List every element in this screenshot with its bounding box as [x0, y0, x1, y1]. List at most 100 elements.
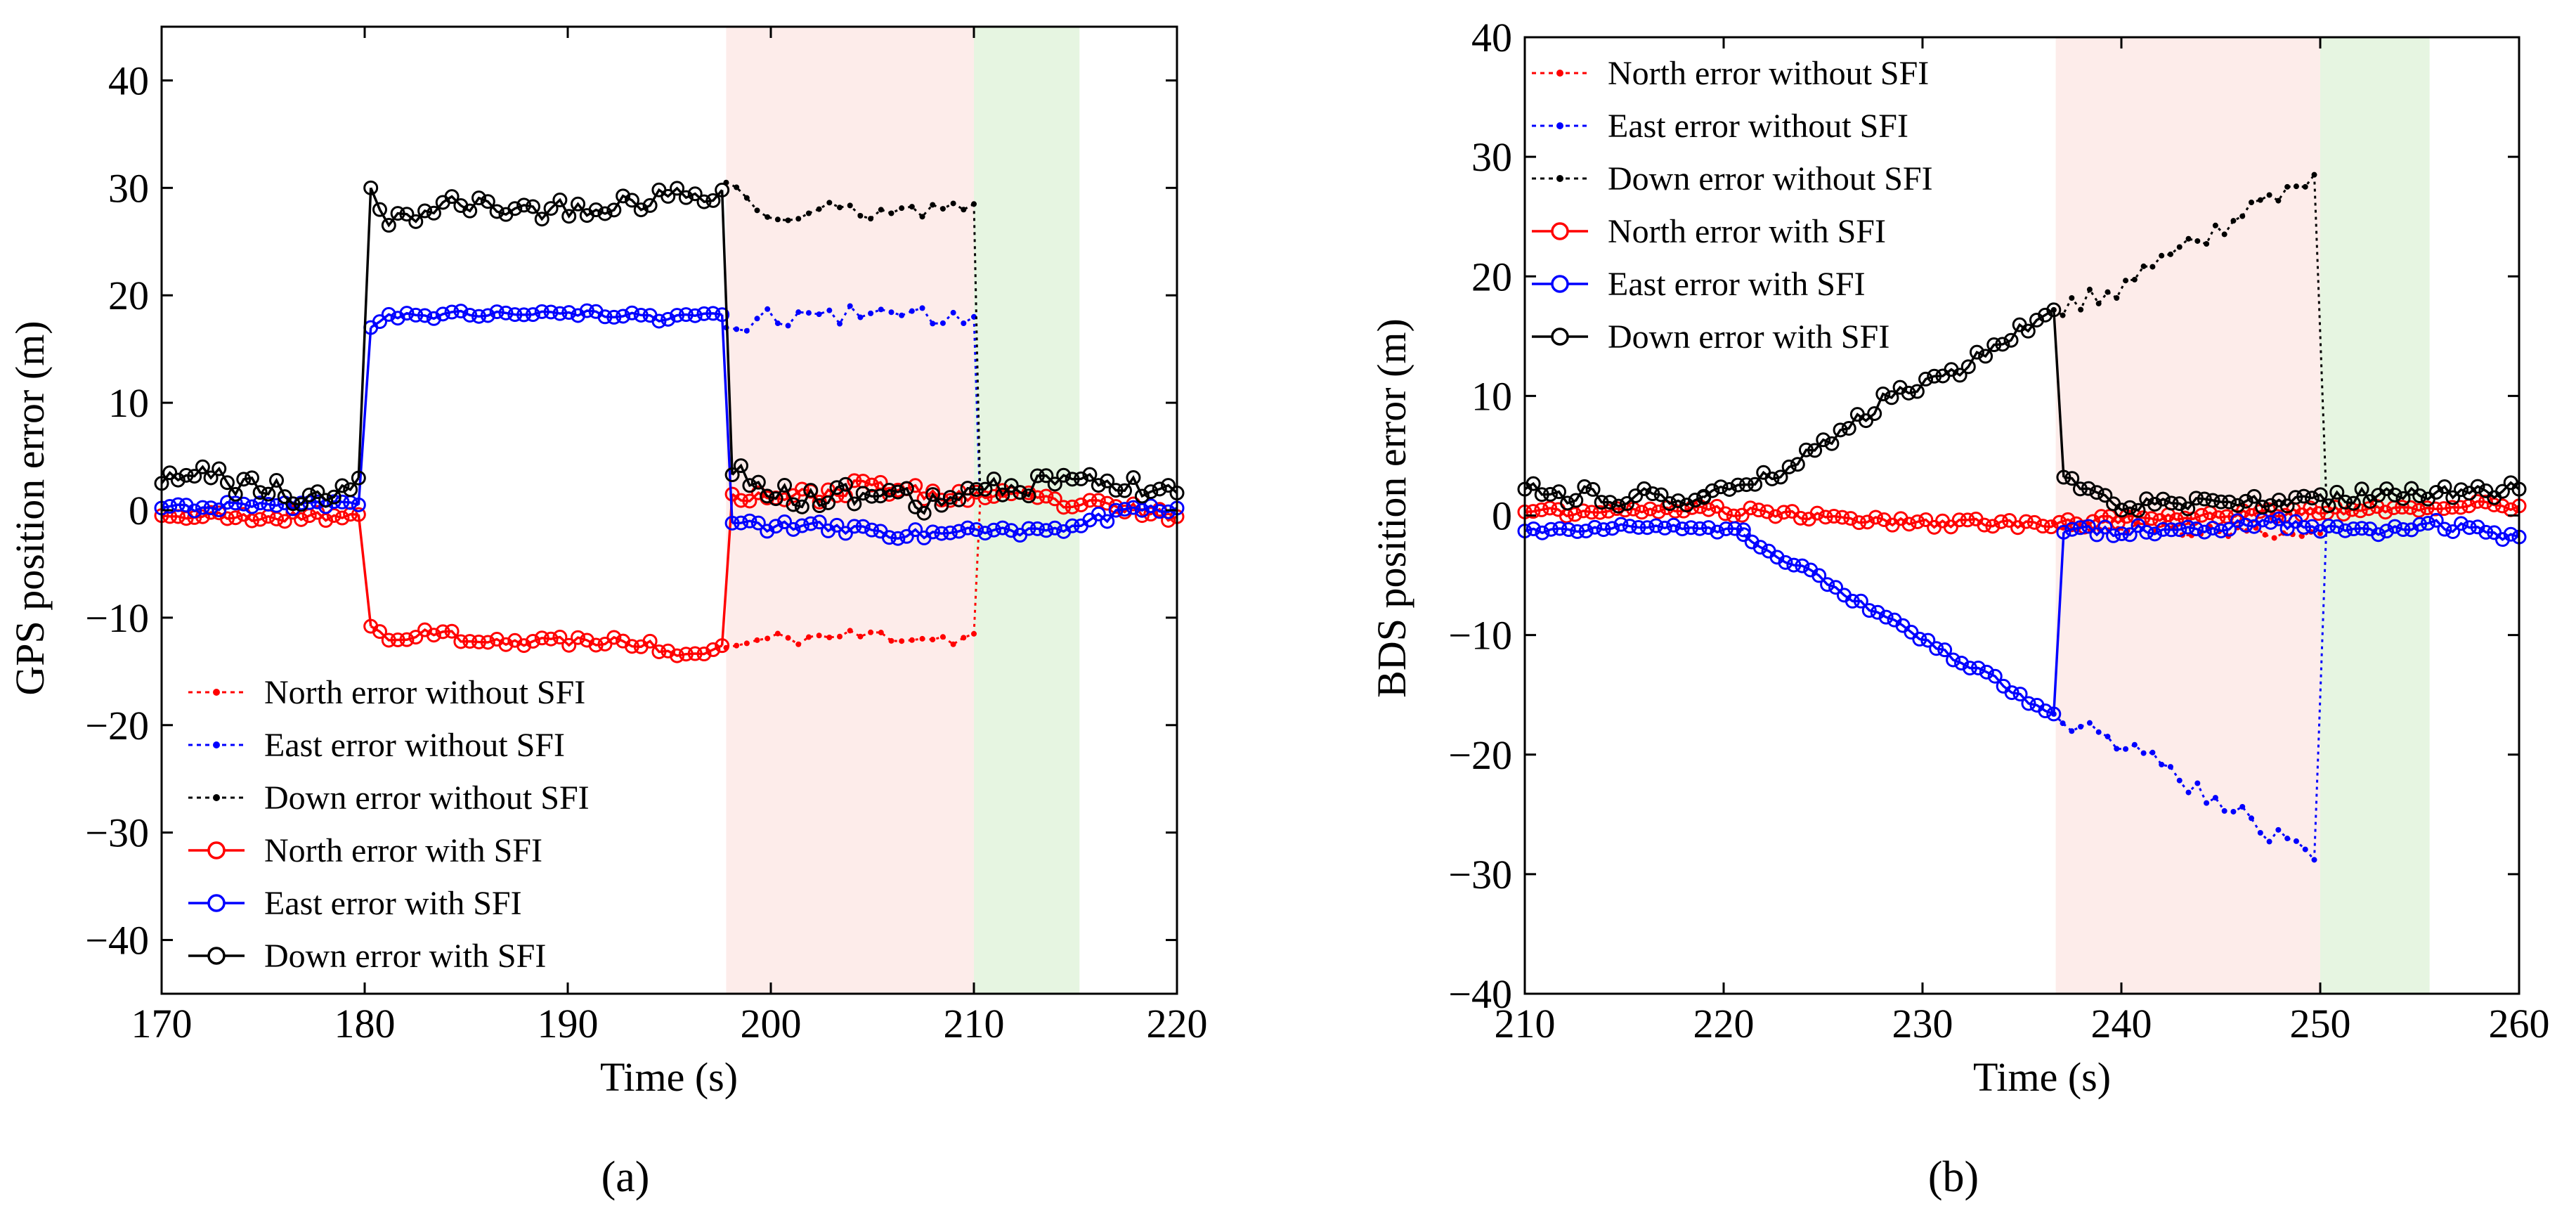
panel-a-marker-down-error-with-sfi: [616, 188, 631, 204]
panel-b-marker-east-error-with-sfi: [2437, 521, 2452, 537]
panel-a-legend-marker: [213, 741, 220, 748]
panel-a-marker-down-error-with-sfi: [525, 199, 540, 214]
panel-b-point-down-error-without-sfi: [2293, 183, 2299, 190]
panel-a-ytick-label: 0: [129, 488, 149, 533]
panel-a-marker-down-error-with-sfi: [1108, 483, 1124, 498]
panel-a-marker-down-error-with-sfi: [1082, 467, 1098, 482]
panel-a-marker-east-error-with-sfi: [624, 305, 639, 320]
panel-b-legend-label: Down error without SFI: [1608, 160, 1933, 197]
panel-a-marker-east-error-with-sfi: [670, 308, 685, 323]
panel-a-point-down-error-without-sfi: [785, 217, 791, 223]
panel-b-marker-north-error-with-sfi: [1809, 505, 1825, 521]
panel-b-point-down-error-without-sfi: [2204, 240, 2210, 247]
panel-b-marker-east-error-with-sfi: [2038, 703, 2053, 719]
panel-a-marker-east-error-with-sfi: [1152, 504, 1167, 519]
panel-a-legend-label: North error without SFI: [264, 674, 585, 711]
panel-b-marker-north-error-with-sfi: [1734, 507, 1750, 523]
panel-b-point-east-error-without-sfi: [2275, 826, 2282, 833]
panel-a-point-east-error-without-sfi: [785, 323, 791, 329]
panel-b-marker-east-error-with-sfi: [2454, 516, 2469, 531]
panel-b-xtick-label: 210: [1495, 1001, 1556, 1046]
panel-b-xtick-label: 240: [2091, 1001, 2152, 1046]
panel-b-legend-label: North error with SFI: [1608, 213, 1886, 250]
panel-a-marker-down-error-with-sfi: [228, 486, 243, 502]
panel-b-legend-label: North error without SFI: [1608, 55, 1929, 92]
panel-a-marker-north-error-with-sfi: [977, 490, 993, 505]
panel-a-point-north-error-without-sfi: [805, 634, 812, 640]
panel-b-marker-east-error-with-sfi: [2395, 522, 2411, 538]
panel-a-marker-east-error-with-sfi: [552, 306, 568, 321]
panel-a-marker-east-error-with-sfi: [847, 519, 862, 534]
panel-a-legend-marker: [207, 841, 226, 860]
panel-a-line-north-error-with-sfi: [370, 625, 723, 657]
panel-a-marker-down-error-with-sfi: [426, 205, 441, 221]
panel-a-line-down-error-with-sfi: [370, 186, 723, 228]
panel-b-point-down-error-without-sfi: [2078, 306, 2084, 313]
panel-b-marker-east-error-with-sfi: [1962, 661, 1977, 676]
panel-b-point-down-error-without-sfi: [2239, 213, 2246, 219]
panel-a-marker-north-error-with-sfi: [408, 630, 424, 645]
panel-b-marker-east-error-with-sfi: [2387, 519, 2402, 534]
panel-b-marker-east-error-with-sfi: [1870, 604, 1885, 620]
panel-a-marker-east-error-with-sfi: [261, 496, 276, 512]
panel-a-marker-east-error-with-sfi: [934, 526, 949, 541]
panel-b-marker-east-error-with-sfi: [1820, 577, 1835, 592]
panel-b-marker-down-error-with-sfi: [2279, 498, 2295, 514]
panel-a-marker-east-error-with-sfi: [579, 303, 594, 318]
panel-a-point-east-error-without-sfi: [909, 308, 915, 314]
panel-b-point-east-error-without-sfi: [2257, 830, 2263, 836]
panel-b-marker-east-error-with-sfi: [2230, 513, 2245, 528]
panel-b-xtick-label: 230: [1892, 1001, 1953, 1046]
panel-b-marker-north-error-with-sfi: [1910, 514, 1925, 529]
panel-a-marker-down-error-with-sfi: [444, 189, 460, 205]
panel-b-marker-down-error-with-sfi: [2246, 488, 2262, 504]
panel-a-marker-east-error-with-sfi: [1126, 500, 1141, 515]
panel-b-xtick-label: 250: [2290, 1001, 2351, 1046]
panel-a-marker-down-error-with-sfi: [417, 203, 433, 219]
panel-a-line-east-error-without-sfi: [972, 316, 982, 500]
panel-b-line-down-error-with-sfi: [1524, 481, 1705, 508]
panel-b-marker-east-error-with-sfi: [2064, 521, 2080, 537]
panel-a-marker-down-error-with-sfi: [285, 496, 301, 512]
panel-b-marker-east-error-with-sfi: [1700, 520, 1716, 536]
panel-a-line-down-error-without-sfi: [972, 204, 982, 489]
panel-a-point-north-error-without-sfi: [857, 633, 864, 640]
panel-a-marker-down-error-with-sfi: [1047, 476, 1062, 492]
panel-a-marker-north-error-with-sfi: [334, 510, 350, 526]
panel-b-plot-layer: 210 220 230 240 250 260 −40 −30 −20 −10 0 10 20 30 40 N…: [1448, 15, 2549, 1046]
panel-a-marker-north-error-with-sfi: [670, 648, 685, 663]
panel-a-point-down-error-without-sfi: [743, 195, 750, 201]
panel-b-marker-north-error-with-sfi: [1835, 510, 1850, 525]
panel-b-point-east-error-without-sfi: [2060, 720, 2066, 727]
panel-b-point-east-error-without-sfi: [2266, 838, 2272, 845]
panel-a-marker-down-error-with-sfi: [633, 202, 649, 218]
panel-a-line-north-error-with-sfi: [720, 493, 734, 646]
panel-a-marker-down-error-with-sfi: [507, 201, 523, 216]
panel-a-ytick-label: 20: [108, 273, 149, 318]
panel-b-marker-north-error-with-sfi: [1826, 509, 1842, 524]
panel-b-marker-north-error-with-sfi: [1526, 504, 1541, 519]
panel-a-marker-down-error-with-sfi: [951, 492, 967, 507]
panel-b-marker-down-error-with-sfi: [2346, 495, 2361, 511]
panel-a-marker-east-error-with-sfi: [995, 520, 1010, 536]
panel-a-marker-east-error-with-sfi: [606, 309, 622, 325]
panel-b-marker-down-error-with-sfi: [1585, 481, 1601, 497]
panel-b-marker-east-error-with-sfi: [1543, 521, 1559, 537]
panel-a-marker-east-error-with-sfi: [269, 498, 285, 513]
panel-b-marker-east-error-with-sfi: [2329, 519, 2345, 534]
panel-b-marker-north-error-with-sfi: [2411, 502, 2426, 518]
panel-a-marker-down-error-with-sfi: [705, 193, 721, 208]
panel-a-marker-down-error-with-sfi: [534, 212, 549, 227]
panel-a-point-east-error-without-sfi: [857, 314, 864, 320]
panel-a-marker-north-error-with-sfi: [1056, 500, 1072, 515]
panel-b-marker-north-error-with-sfi: [1776, 505, 1792, 520]
panel-b-marker-east-error-with-sfi: [1666, 517, 1681, 533]
panel-b-marker-east-error-with-sfi: [1526, 521, 1541, 536]
panel-a-marker-east-error-with-sfi: [236, 496, 252, 512]
panel-a-marker-north-error-with-sfi: [561, 637, 577, 653]
panel-b-marker-down-error-with-sfi: [2003, 332, 2019, 348]
panel-b-marker-down-error-with-sfi: [1978, 349, 1993, 364]
panel-b-point-east-error-without-sfi: [2167, 764, 2173, 770]
panel-b-line-north-error-without-sfi: [2053, 521, 2321, 540]
panel-a-marker-east-error-with-sfi: [1065, 518, 1080, 533]
